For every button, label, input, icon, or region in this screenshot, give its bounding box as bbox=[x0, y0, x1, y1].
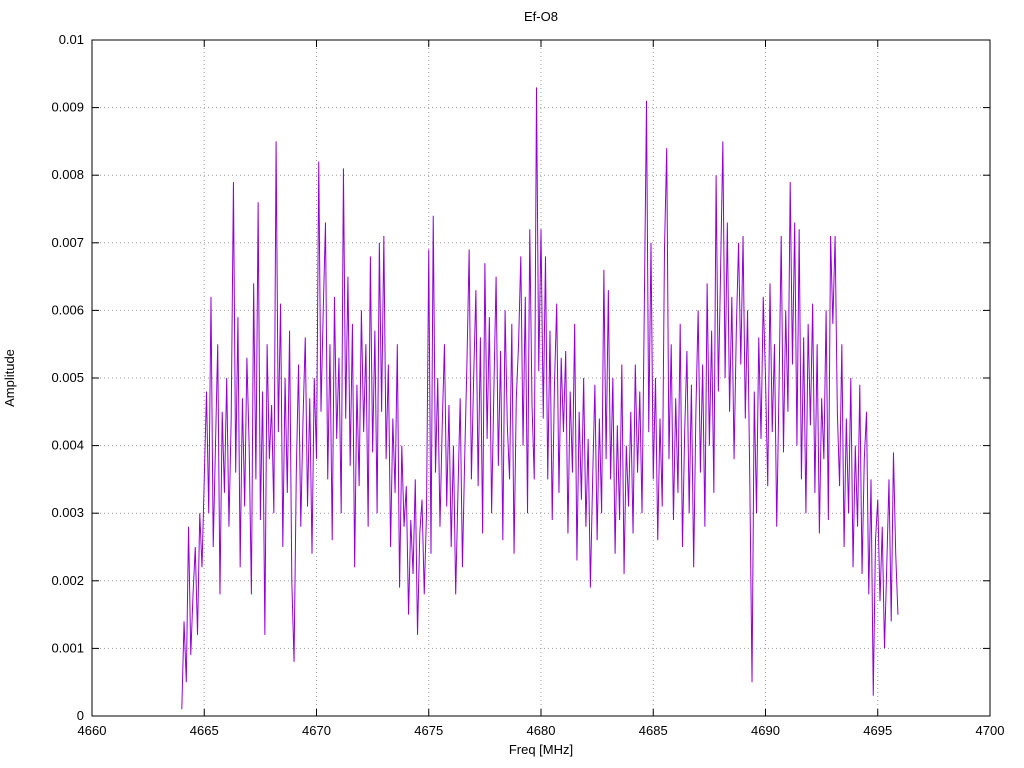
series-layer bbox=[181, 87, 899, 710]
y-tick-label: 0.008 bbox=[51, 167, 84, 182]
x-tick-label: 4680 bbox=[527, 723, 556, 738]
x-axis-label: Freq [MHz] bbox=[509, 742, 573, 757]
x-tick-label: 4695 bbox=[863, 723, 892, 738]
y-tick-label: 0.002 bbox=[51, 573, 84, 588]
chart-title: Ef-O8 bbox=[524, 9, 558, 24]
x-tick-label: 4675 bbox=[414, 723, 443, 738]
y-tick-label: 0.004 bbox=[51, 438, 84, 453]
x-tick-label: 4670 bbox=[302, 723, 331, 738]
y-tick-label: 0.001 bbox=[51, 640, 84, 655]
y-tick-label: 0.007 bbox=[51, 235, 84, 250]
y-tick-label: 0.006 bbox=[51, 302, 84, 317]
x-tick-label: 4660 bbox=[78, 723, 107, 738]
x-tick-label: 4685 bbox=[639, 723, 668, 738]
x-tick-label: 4690 bbox=[751, 723, 780, 738]
y-tick-label: 0.01 bbox=[59, 32, 84, 47]
y-tick-label: 0 bbox=[77, 708, 84, 723]
series-line bbox=[181, 87, 899, 710]
plot-border bbox=[91, 39, 991, 717]
y-axis-label: Amplitude bbox=[2, 349, 17, 407]
x-tick-label: 4665 bbox=[190, 723, 219, 738]
tick-labels-layer: 4660 4665 4670 4675 4680 4685 4690 4695 4700 0 0.0… bbox=[51, 32, 1004, 738]
y-tick-label: 0.005 bbox=[51, 370, 84, 385]
y-tick-label: 0.003 bbox=[51, 505, 84, 520]
x-tick-label: 4700 bbox=[976, 723, 1005, 738]
y-tick-label: 0.009 bbox=[51, 100, 84, 115]
